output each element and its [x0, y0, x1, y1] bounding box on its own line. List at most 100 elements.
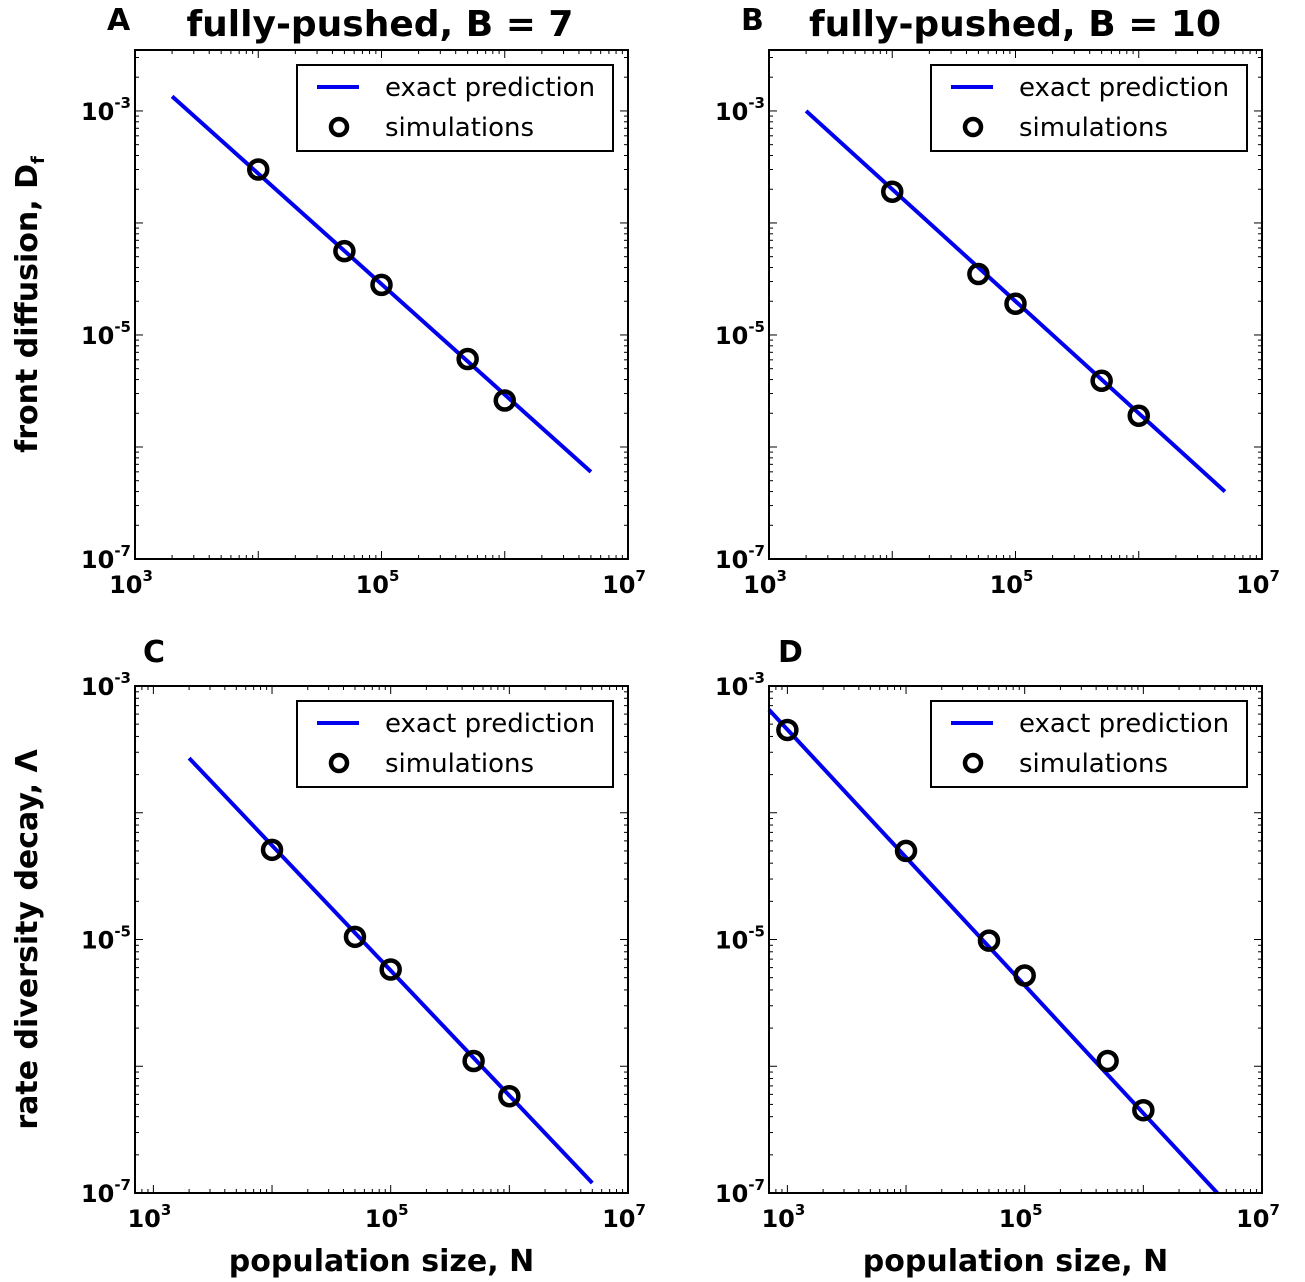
prediction-line — [170, 94, 593, 474]
y-tick-exponent: -5 — [114, 318, 131, 336]
x-axis-label: population size, N — [863, 1244, 1168, 1279]
simulation-point — [343, 925, 367, 949]
simulation-point — [1096, 1049, 1119, 1073]
y-tick-label: 10-3 — [715, 94, 765, 126]
x-tick-exponent: 7 — [635, 567, 645, 585]
x-tick-base: 10 — [1236, 571, 1269, 599]
simulation-point — [776, 718, 799, 742]
legend-box — [930, 64, 1248, 152]
x-tick-label: 103 — [109, 567, 153, 599]
x-tick-exponent: 5 — [389, 567, 399, 585]
x-tick-label: 103 — [743, 567, 787, 599]
x-tick-exponent: 7 — [1269, 567, 1279, 585]
x-tick-base: 10 — [990, 571, 1023, 599]
x-tick-exponent: 5 — [1032, 1201, 1042, 1219]
y-tick-base: 10 — [81, 673, 114, 701]
x-tick-exponent: 7 — [1269, 1201, 1279, 1219]
panel-title: fully-pushed, B = 7 — [187, 4, 574, 45]
x-tick-exponent: 5 — [1023, 567, 1033, 585]
y-tick-base: 10 — [81, 546, 114, 574]
y-axis-label-subscript: f — [28, 156, 49, 164]
y-axis-label-text: rate diversity decay, Λ — [10, 749, 45, 1130]
x-tick-label: 107 — [1236, 1201, 1280, 1233]
y-tick-exponent: -5 — [748, 923, 765, 941]
panel-letter: A — [107, 3, 131, 38]
y-tick-label: 10-7 — [715, 1176, 765, 1208]
axes-frame — [134, 685, 629, 1194]
x-tick-base: 10 — [365, 1205, 398, 1233]
x-tick-label: 103 — [761, 1201, 805, 1233]
y-tick-exponent: -7 — [748, 1176, 765, 1194]
x-tick-label: 107 — [602, 567, 646, 599]
panel-letter: D — [778, 635, 803, 670]
legend-box — [930, 700, 1248, 788]
x-tick-exponent: 3 — [161, 1201, 171, 1219]
prediction-line — [804, 109, 1227, 494]
y-tick-exponent: -3 — [114, 94, 131, 112]
y-tick-label: 10-3 — [81, 94, 131, 126]
y-tick-base: 10 — [715, 98, 748, 126]
x-tick-base: 10 — [602, 571, 635, 599]
y-tick-label: 10-5 — [81, 923, 131, 955]
x-tick-label: 107 — [1236, 567, 1280, 599]
x-tick-base: 10 — [743, 571, 776, 599]
legend-box — [296, 700, 614, 788]
y-tick-exponent: -7 — [114, 542, 131, 560]
y-tick-label: 10-3 — [715, 669, 765, 701]
x-tick-label: 105 — [356, 567, 400, 599]
y-tick-exponent: -3 — [748, 94, 765, 112]
legend-label: exact prediction — [385, 73, 595, 103]
x-axis-label: population size, N — [229, 1244, 534, 1279]
y-tick-base: 10 — [81, 98, 114, 126]
y-tick-base: 10 — [715, 1180, 748, 1208]
simulation-point — [498, 1084, 521, 1108]
x-tick-label: 105 — [999, 1201, 1043, 1233]
prediction-line — [187, 756, 594, 1185]
legend: exact prediction simulations — [930, 64, 1248, 152]
x-tick-exponent: 3 — [142, 567, 152, 585]
legend-marker-swatch — [328, 752, 350, 774]
simulation-point — [881, 180, 904, 203]
x-tick-label: 107 — [602, 1201, 646, 1233]
y-tick-exponent: -3 — [114, 669, 131, 687]
simulation-point — [977, 929, 1001, 952]
x-tick-base: 10 — [602, 1205, 635, 1233]
legend-box — [296, 64, 614, 152]
simulation-point — [462, 1049, 485, 1073]
legend-marker-swatch — [328, 116, 350, 138]
simulation-point — [1004, 292, 1027, 315]
simulation-point — [1132, 1098, 1155, 1122]
y-tick-exponent: -7 — [114, 1176, 131, 1194]
legend-label: exact prediction — [385, 709, 595, 739]
legend-marker-swatch — [962, 752, 984, 774]
simulation-point — [456, 347, 479, 371]
y-tick-label: 10-5 — [81, 318, 131, 350]
y-tick-label: 10-7 — [81, 542, 131, 574]
x-tick-exponent: 3 — [776, 567, 786, 585]
axes-frame — [768, 49, 1263, 560]
simulation-point — [493, 389, 516, 412]
y-tick-exponent: -5 — [748, 318, 765, 336]
x-tick-base: 10 — [127, 1205, 160, 1233]
y-tick-exponent: -3 — [748, 669, 765, 687]
y-tick-label: 10-7 — [81, 1176, 131, 1208]
simulation-point — [260, 838, 284, 862]
simulation-point — [1013, 964, 1036, 987]
legend: exact prediction simulations — [296, 64, 614, 152]
y-tick-label: 10-5 — [715, 923, 765, 955]
simulation-point — [370, 273, 393, 297]
y-tick-base: 10 — [81, 1180, 114, 1208]
y-axis-label-text: front diffusion, D — [10, 164, 45, 453]
axes-frame — [134, 49, 629, 560]
x-tick-exponent: 7 — [635, 1201, 645, 1219]
axes-frame — [768, 685, 1263, 1194]
y-tick-label: 10-5 — [715, 318, 765, 350]
x-tick-base: 10 — [356, 571, 389, 599]
y-tick-base: 10 — [715, 673, 748, 701]
y-tick-exponent: -7 — [748, 542, 765, 560]
panel-title: fully-pushed, B = 10 — [809, 4, 1221, 45]
y-axis-label: front diffusion, Df — [10, 156, 49, 453]
